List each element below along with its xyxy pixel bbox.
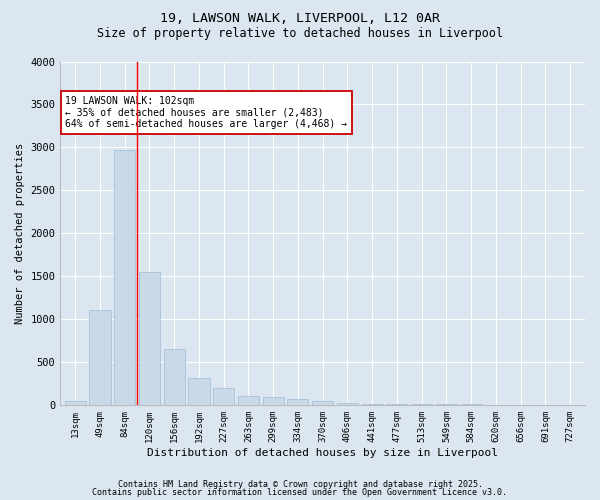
X-axis label: Distribution of detached houses by size in Liverpool: Distribution of detached houses by size …	[147, 448, 498, 458]
Bar	[287, 400, 308, 405]
Text: 19 LAWSON WALK: 102sqm
← 35% of detached houses are smaller (2,483)
64% of semi-: 19 LAWSON WALK: 102sqm ← 35% of detached…	[65, 96, 347, 129]
Bar	[114, 150, 135, 405]
Bar	[89, 310, 110, 405]
Bar	[238, 396, 259, 405]
Bar	[213, 388, 234, 405]
Bar	[337, 403, 358, 405]
Bar	[164, 349, 185, 405]
Text: Contains public sector information licensed under the Open Government Licence v3: Contains public sector information licen…	[92, 488, 508, 497]
Text: Size of property relative to detached houses in Liverpool: Size of property relative to detached ho…	[97, 28, 503, 40]
Bar	[65, 400, 86, 405]
Bar	[139, 272, 160, 405]
Bar	[312, 402, 333, 405]
Bar	[386, 404, 407, 405]
Y-axis label: Number of detached properties: Number of detached properties	[15, 142, 25, 324]
Text: Contains HM Land Registry data © Crown copyright and database right 2025.: Contains HM Land Registry data © Crown c…	[118, 480, 482, 489]
Bar	[188, 378, 209, 405]
Bar	[362, 404, 383, 405]
Bar	[263, 397, 284, 405]
Text: 19, LAWSON WALK, LIVERPOOL, L12 0AR: 19, LAWSON WALK, LIVERPOOL, L12 0AR	[160, 12, 440, 26]
